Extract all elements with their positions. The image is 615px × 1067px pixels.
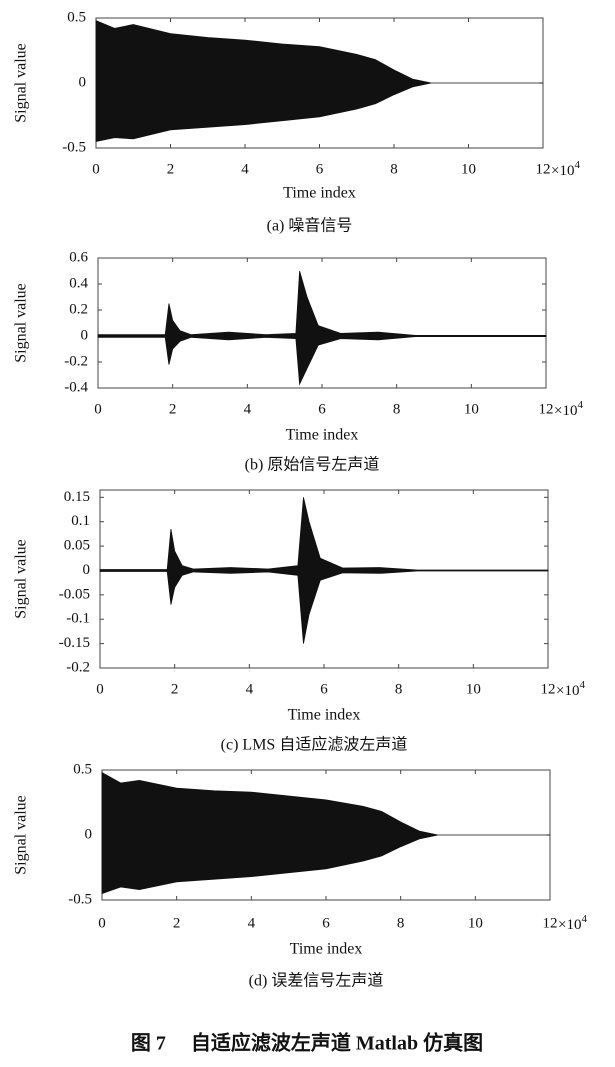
x-tick-label: 6 <box>316 161 324 177</box>
y-tick-label: -0.2 <box>66 659 90 675</box>
figure-caption: 图 7 自适应滤波左声道 Matlab 仿真图 <box>131 1031 483 1055</box>
x-multiplier: ×104 <box>558 913 587 934</box>
x-axis-label: Time index <box>286 427 359 444</box>
x-tick-label: 10 <box>468 915 483 931</box>
y-axis-label: Signal value <box>13 43 30 123</box>
x-tick-label: 0 <box>98 915 106 931</box>
y-tick-label: -0.5 <box>68 891 92 907</box>
x-multiplier: ×104 <box>556 679 585 700</box>
x-tick-label: 12 <box>541 681 556 697</box>
signal-envelope <box>99 497 549 644</box>
x-tick-label: 0 <box>92 161 100 177</box>
x-tick-label: 10 <box>464 401 479 417</box>
x-axis-label: Time index <box>290 941 363 958</box>
subfigure-caption: (b) 原始信号左声道 <box>245 456 380 474</box>
y-tick-label: -0.05 <box>59 586 90 602</box>
x-tick-label: 2 <box>169 401 177 417</box>
x-tick-label: 8 <box>393 401 401 417</box>
y-tick-label: -0.2 <box>64 353 88 369</box>
signal-envelope <box>101 771 550 895</box>
y-tick-label: 0.1 <box>71 513 90 529</box>
y-tick-label: 0.05 <box>64 538 90 554</box>
y-tick-label: 0.6 <box>69 249 88 265</box>
x-multiplier-base: ×10 <box>556 683 579 699</box>
x-tick-label: 6 <box>322 915 330 931</box>
x-tick-label: 0 <box>94 401 102 417</box>
y-axis-label: Signal value <box>13 539 30 619</box>
x-tick-label: 12 <box>543 915 558 931</box>
y-tick-label: -0.5 <box>62 139 86 155</box>
y-tick-label: 0 <box>83 562 91 578</box>
y-axis-label: Signal value <box>13 283 30 363</box>
subfigure-caption: (c) LMS 自适应滤波左声道 <box>221 735 408 754</box>
y-tick-label: 0.5 <box>73 761 92 777</box>
x-tick-label: 8 <box>397 915 405 931</box>
x-multiplier-exponent: 4 <box>577 399 583 411</box>
subfigure-caption: (a) 噪音信号 <box>267 217 353 235</box>
x-tick-label: 12 <box>539 401 554 417</box>
y-tick-label: 0.5 <box>67 9 86 25</box>
x-tick-label: 8 <box>390 161 398 177</box>
x-multiplier-base: ×10 <box>554 403 577 419</box>
y-tick-label: 0.2 <box>69 301 88 317</box>
x-tick-label: 4 <box>246 681 254 697</box>
x-tick-label: 6 <box>320 681 328 697</box>
x-tick-label: 2 <box>171 681 179 697</box>
y-tick-label: 0 <box>79 74 87 90</box>
x-multiplier: ×104 <box>554 399 583 420</box>
signal-envelope <box>97 270 547 386</box>
signal-envelope <box>95 19 543 142</box>
y-tick-label: -0.4 <box>64 379 88 395</box>
x-axis-label: Time index <box>283 185 356 202</box>
x-tick-label: 4 <box>244 401 252 417</box>
x-tick-label: 2 <box>173 915 181 931</box>
y-axis-label: Signal value <box>13 795 30 875</box>
x-tick-label: 2 <box>167 161 175 177</box>
y-tick-label: 0 <box>85 826 93 842</box>
y-tick-label: 0.15 <box>64 489 90 505</box>
x-tick-label: 6 <box>318 401 326 417</box>
y-tick-label: 0.4 <box>69 275 88 291</box>
x-multiplier-base: ×10 <box>551 163 574 179</box>
x-tick-label: 12 <box>536 161 551 177</box>
axes-box <box>97 257 547 389</box>
x-tick-label: 8 <box>395 681 403 697</box>
x-tick-label: 4 <box>248 915 256 931</box>
x-multiplier: ×104 <box>551 159 580 180</box>
x-multiplier-base: ×10 <box>558 917 581 933</box>
x-multiplier-exponent: 4 <box>581 913 587 925</box>
x-tick-label: 10 <box>466 681 481 697</box>
y-tick-label: -0.15 <box>59 635 90 651</box>
x-tick-label: 0 <box>96 681 104 697</box>
x-tick-label: 4 <box>241 161 249 177</box>
x-multiplier-exponent: 4 <box>579 679 585 691</box>
subfigure-caption: (d) 误差信号左声道 <box>249 972 384 990</box>
x-tick-label: 10 <box>461 161 476 177</box>
x-axis-label: Time index <box>288 707 361 724</box>
y-tick-label: -0.1 <box>66 611 90 627</box>
x-multiplier-exponent: 4 <box>574 159 580 171</box>
y-tick-label: 0 <box>81 327 89 343</box>
